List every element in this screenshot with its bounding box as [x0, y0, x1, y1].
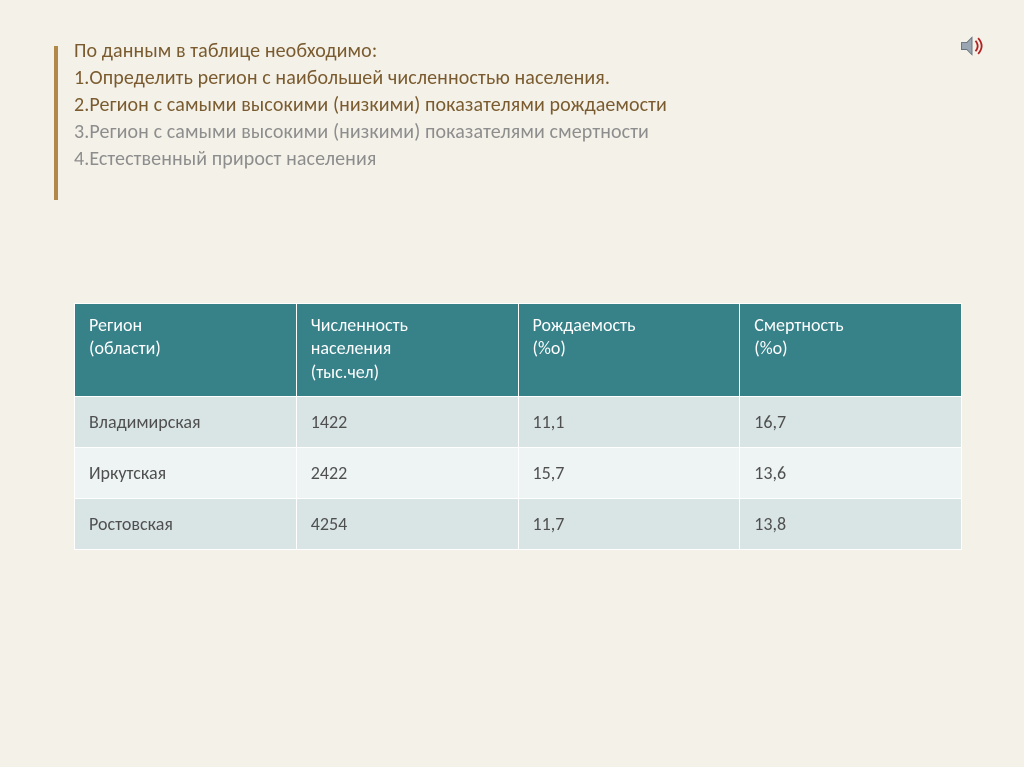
table-row: Иркутская242215,713,6 — [75, 448, 962, 499]
table-row: Владимирская142211,116,7 — [75, 397, 962, 448]
data-table-container: Регион(области)Численностьнаселения(тыс.… — [74, 303, 962, 550]
column-header: Рождаемость(%о) — [518, 304, 740, 397]
table-cell: 11,7 — [518, 499, 740, 550]
table-cell: 1422 — [296, 397, 518, 448]
table-row: Ростовская425411,713,8 — [75, 499, 962, 550]
slide: По данным в таблице необходимо:1.Определ… — [0, 0, 1024, 767]
column-header: Смертность(%о) — [740, 304, 962, 397]
title-accent-bar — [54, 46, 58, 200]
table-cell: Ростовская — [75, 499, 297, 550]
table-cell: Иркутская — [75, 448, 297, 499]
table-cell: 16,7 — [740, 397, 962, 448]
table-cell: 2422 — [296, 448, 518, 499]
table-cell: 11,1 — [518, 397, 740, 448]
sound-icon[interactable] — [958, 32, 986, 60]
title-block: По данным в таблице необходимо:1.Определ… — [74, 38, 962, 173]
title-line: 1.Определить регион с наибольшей численн… — [74, 65, 962, 92]
title-line: 3.Регион с самыми высокими (низкими) пок… — [74, 119, 962, 146]
table-cell: 13,6 — [740, 448, 962, 499]
table-cell: 4254 — [296, 499, 518, 550]
table-cell: Владимирская — [75, 397, 297, 448]
title-line: 4.Естественный прирост населения — [74, 146, 962, 173]
column-header: Регион(области) — [75, 304, 297, 397]
column-header: Численностьнаселения(тыс.чел) — [296, 304, 518, 397]
title-line: 2.Регион с самыми высокими (низкими) пок… — [74, 92, 962, 119]
data-table: Регион(области)Численностьнаселения(тыс.… — [74, 303, 962, 550]
title-line: По данным в таблице необходимо: — [74, 38, 962, 65]
table-cell: 15,7 — [518, 448, 740, 499]
table-cell: 13,8 — [740, 499, 962, 550]
